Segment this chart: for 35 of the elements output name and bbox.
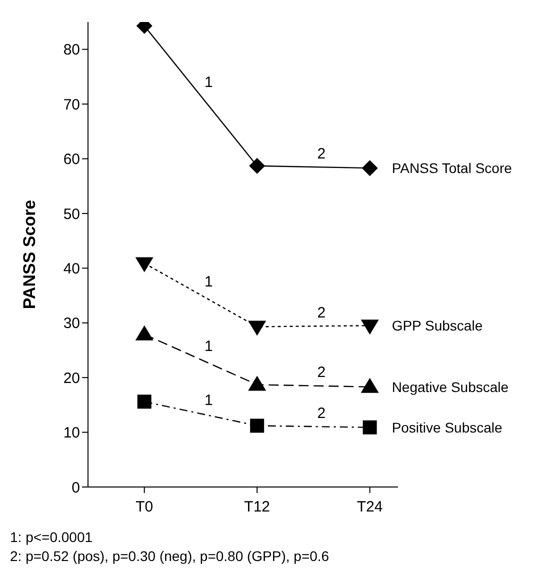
annotation: 1 bbox=[204, 74, 213, 92]
y-tick-label: 30 bbox=[63, 315, 80, 332]
annotation: 1 bbox=[204, 273, 213, 290]
annotation: 2 bbox=[317, 404, 326, 422]
point bbox=[362, 160, 378, 176]
point bbox=[248, 320, 266, 336]
point bbox=[360, 320, 379, 335]
annotation: 1 bbox=[204, 338, 213, 355]
annotation: 2 bbox=[317, 364, 326, 382]
point bbox=[362, 420, 377, 434]
x-tick-label: T12 bbox=[244, 498, 270, 516]
annotation: 1 bbox=[204, 392, 213, 410]
y-tick-label: 40 bbox=[63, 260, 80, 278]
y-tick-label: 10 bbox=[63, 424, 80, 442]
y-tick-label: 60 bbox=[63, 151, 80, 168]
x-tick-label: T24 bbox=[356, 498, 383, 516]
y-axis-title: PANSS Score bbox=[20, 200, 40, 310]
text: 1: p<=0.0001 bbox=[10, 528, 94, 547]
series-label: Negative Subscale bbox=[392, 378, 509, 395]
point bbox=[249, 158, 266, 174]
y-tick-label: 0 bbox=[72, 479, 80, 496]
x-tick-label: T0 bbox=[136, 498, 154, 516]
series-label: PANSS Total Score bbox=[392, 160, 512, 176]
annotation: 2 bbox=[317, 304, 326, 322]
point bbox=[135, 257, 154, 272]
y-tick-label: 20 bbox=[63, 370, 80, 387]
y-tick-label: 80 bbox=[63, 42, 80, 59]
point bbox=[250, 418, 264, 433]
point bbox=[137, 394, 152, 409]
series-label: Positive Subscale bbox=[392, 419, 503, 436]
annotation: 2 bbox=[317, 145, 326, 162]
series-label: GPP Subscale bbox=[392, 318, 483, 334]
y-tick-label: 70 bbox=[63, 96, 80, 114]
text: 2: p=0.52 (pos), p=0.30 (neg), p=0.80 (GPP), p=0.6 bbox=[10, 547, 330, 566]
y-tick-label: 50 bbox=[63, 206, 80, 223]
